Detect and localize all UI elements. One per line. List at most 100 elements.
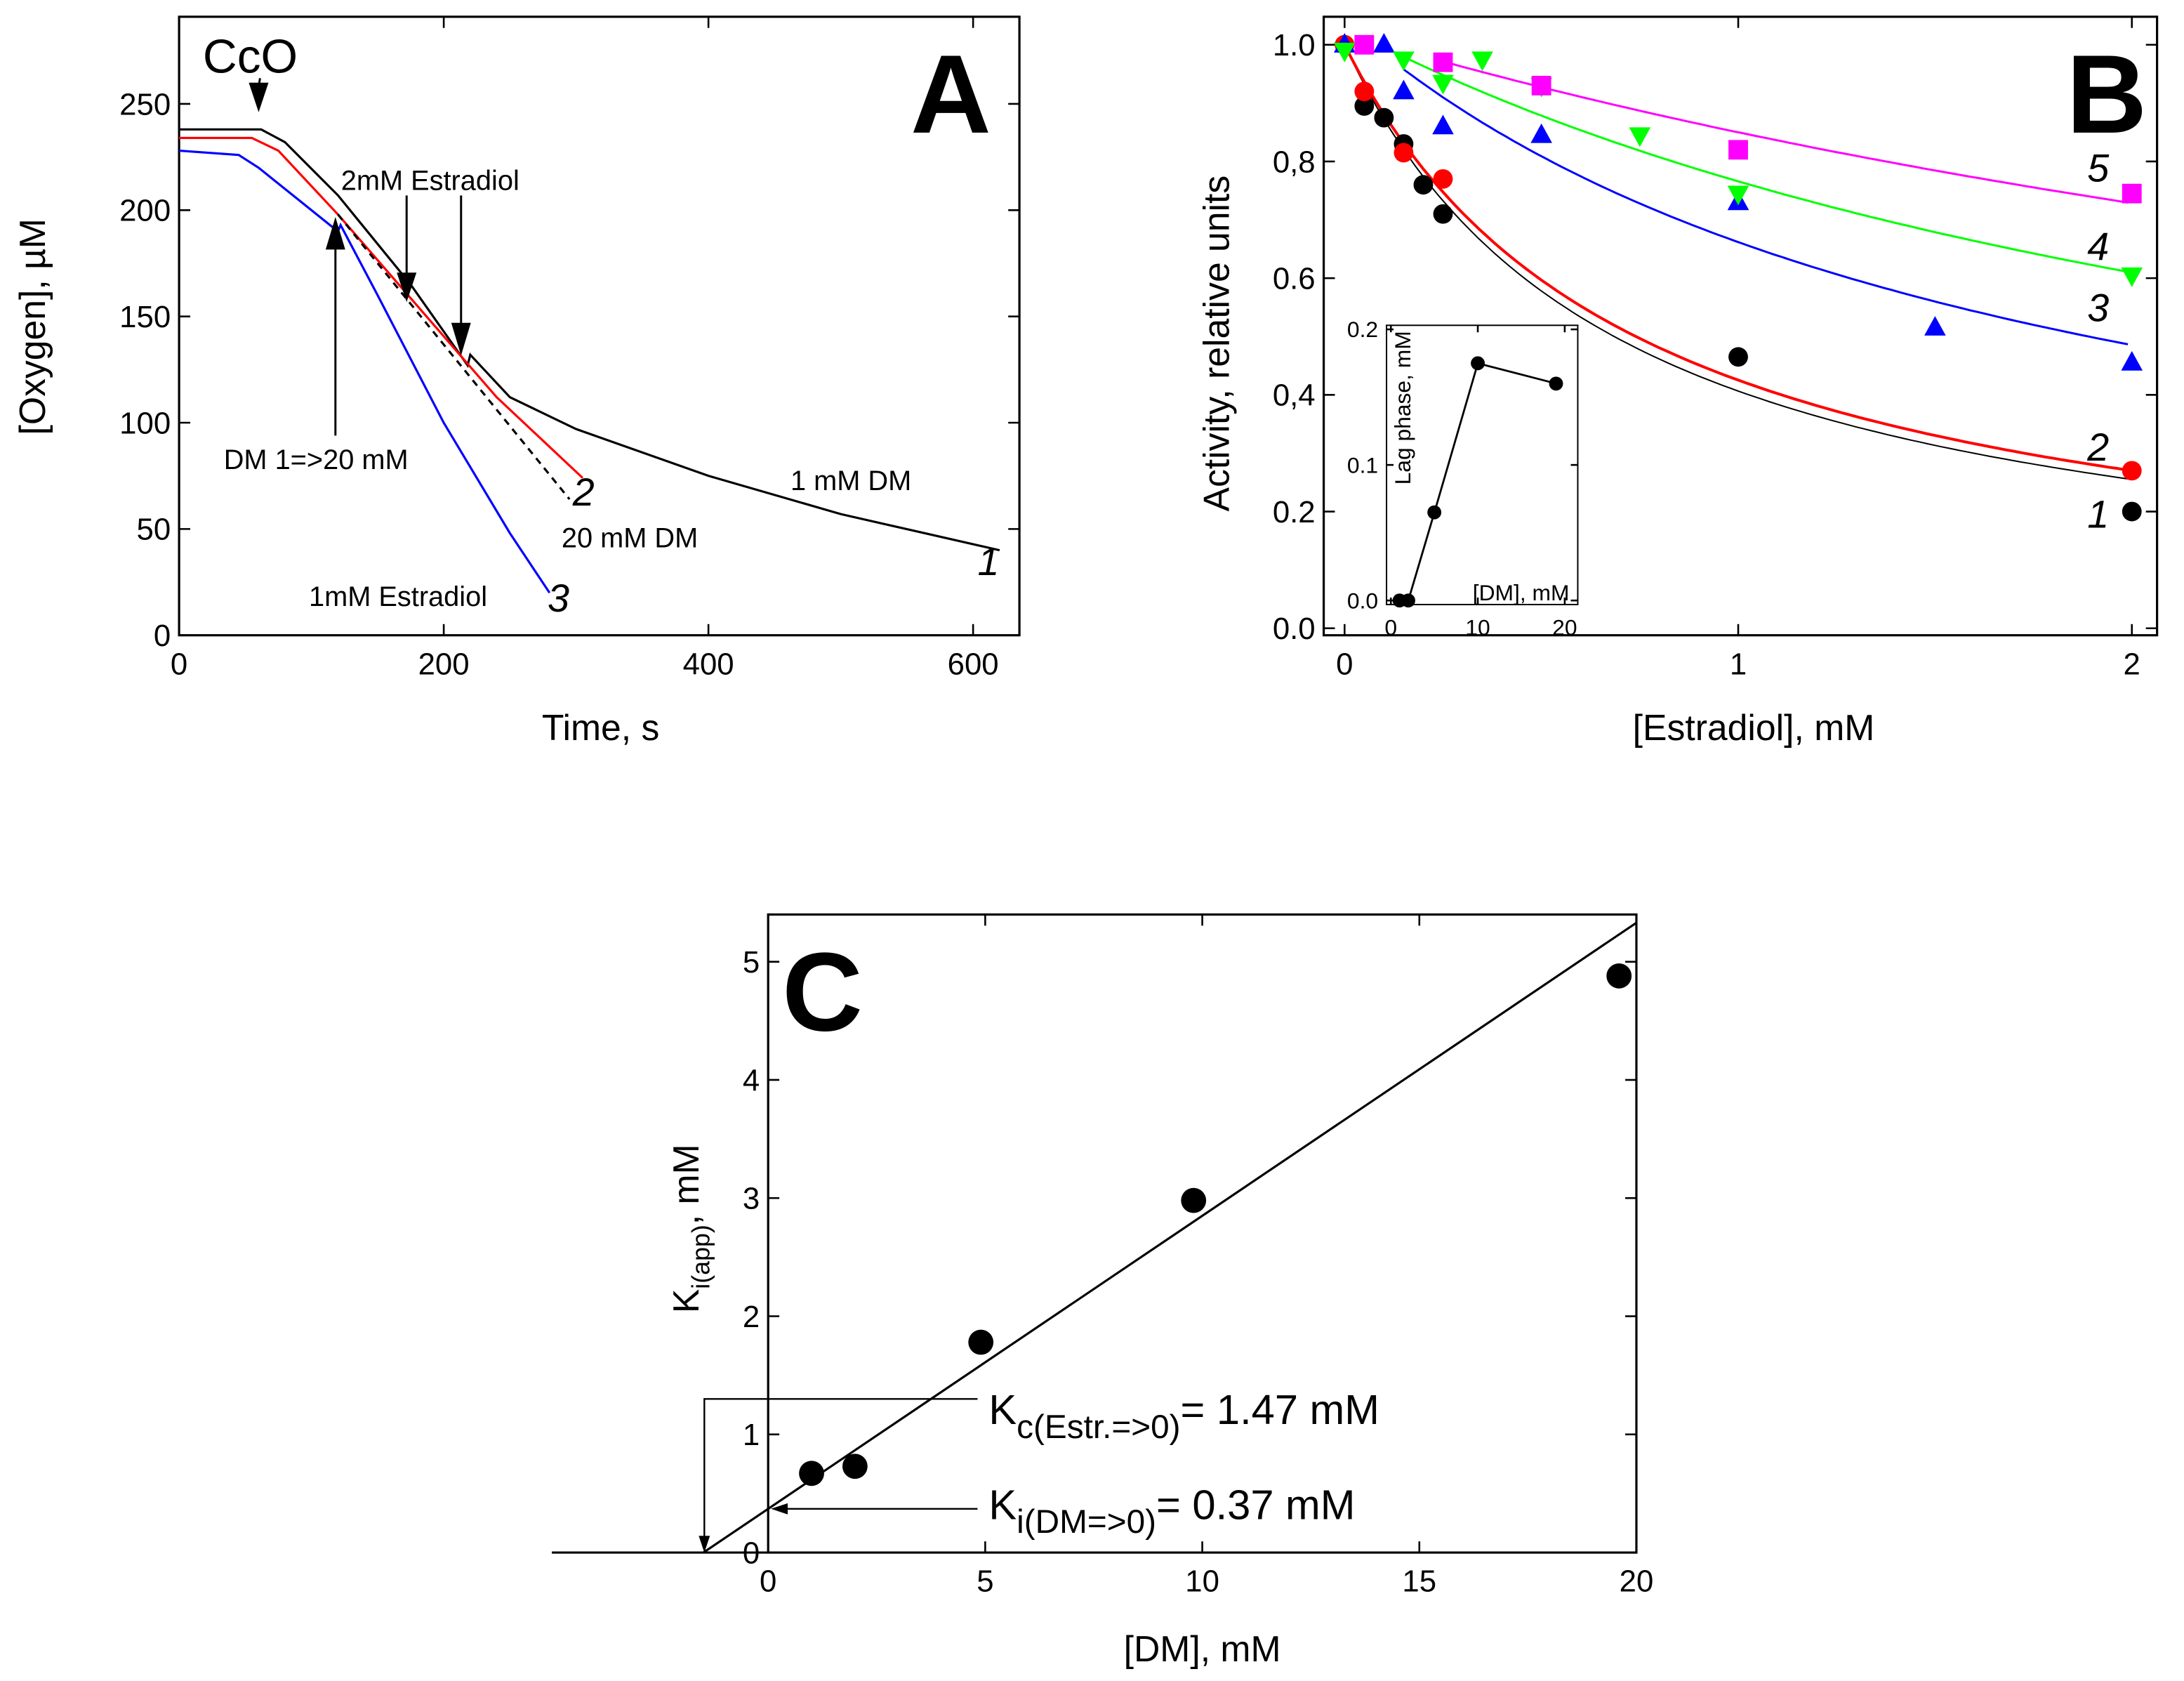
data-point <box>1432 114 1454 135</box>
data-point <box>1373 33 1395 53</box>
inset-xlabel: [DM], mM <box>1473 580 1570 605</box>
data-point <box>2122 183 2142 204</box>
x-tick-label: 0 <box>171 647 187 681</box>
data-point <box>1728 347 1748 367</box>
fit-curve-1 <box>1344 44 2132 480</box>
data-point <box>1394 143 1414 163</box>
inset-chart: 0 10 20 0.0 0.1 0.2 [DM], mM Lag phase, mM <box>1347 317 1579 640</box>
data-point <box>1629 127 1651 147</box>
inset-ylabel: Lag phase, mM <box>1390 331 1415 484</box>
y-tick-label: 100 <box>119 406 171 440</box>
y-tick-label: 0 <box>154 619 171 653</box>
panel-a-frame <box>178 15 1021 637</box>
y-tick-label: 3 <box>743 1182 760 1216</box>
data-point <box>1401 593 1415 608</box>
data-point <box>1354 34 1375 55</box>
panel-c-xlabel: [DM], mM <box>1124 1628 1281 1669</box>
data-point <box>1530 123 1552 143</box>
y-tick-label: 0.2 <box>1273 495 1316 529</box>
data-point <box>1393 79 1415 100</box>
data-point <box>1374 107 1394 128</box>
data-point <box>1333 42 1356 62</box>
series-line-20-mM-DM-dashed- <box>337 213 571 501</box>
y-tick-label: 250 <box>119 87 171 121</box>
data-point <box>1181 1187 1207 1213</box>
fit-curve-5 <box>1442 60 2129 204</box>
series-line-1 <box>179 128 1000 552</box>
y-tick-label: 5 <box>743 945 760 980</box>
annotation-1mm-estradiol: 1mM Estradiol <box>309 581 487 612</box>
arrow-cco-icon <box>249 82 269 112</box>
x-tick-label: 15 <box>1402 1564 1436 1599</box>
curve-label-3: 3 <box>2087 286 2109 329</box>
y-tick-label: 0.0 <box>1347 588 1378 613</box>
x-tick-label: 20 <box>1620 1564 1654 1599</box>
x-tick-label: 20 <box>1552 615 1577 640</box>
fit-curve-3 <box>1403 68 2129 345</box>
y-tick-label: 0,4 <box>1273 378 1316 413</box>
x-tick-label: 0 <box>1336 647 1353 681</box>
data-point <box>799 1461 824 1486</box>
x-tick-label: 200 <box>418 647 470 681</box>
annotation-dm-switch: DM 1=>20 mM <box>224 444 409 475</box>
x-tick-label: 5 <box>977 1564 993 1599</box>
y-tick-label: 2 <box>743 1300 760 1334</box>
y-tick-label: 1 <box>743 1418 760 1452</box>
y-tick-label: 1.0 <box>1273 28 1316 62</box>
panel-b-label: B <box>2066 32 2147 157</box>
panel-b: 0 1 20.00.20,40.60,81.0 B [Estradiol], mM … <box>1196 15 2159 748</box>
series-line-3 <box>178 149 551 594</box>
data-point <box>1549 376 1563 391</box>
data-point <box>1924 316 1946 336</box>
panel-a: 0 200 400 600 0 50 100 150 200 250 A Time, s [Oxy… <box>12 15 1021 748</box>
data-point <box>1354 81 1375 102</box>
curve-label-3: 3 <box>548 576 569 620</box>
y-tick-label: 0.6 <box>1273 261 1316 296</box>
data-point <box>1433 204 1453 224</box>
x-tick-label: 0 <box>760 1564 776 1599</box>
panel-a-ylabel: [Oxygen], µM <box>12 218 53 435</box>
data-point <box>1393 51 1415 72</box>
data-point <box>2121 350 2143 371</box>
data-point <box>1531 75 1551 95</box>
ki-arrow-icon <box>771 1503 788 1515</box>
y-tick-label: 0 <box>743 1536 760 1570</box>
arrows <box>249 78 471 436</box>
x-tick-label: 10 <box>1465 615 1490 640</box>
y-tick-label: 0.0 <box>1273 612 1316 646</box>
data-point <box>1471 51 1493 72</box>
data-point <box>1433 169 1453 189</box>
arrow-estradiol-b-icon <box>451 322 471 356</box>
data-point <box>2121 267 2143 287</box>
y-tick-label: 200 <box>119 194 171 228</box>
panel-b-xlabel: [Estradiol], mM <box>1633 707 1875 748</box>
annotation-cco: CcO <box>203 30 298 83</box>
data-point <box>1354 96 1375 116</box>
data-point <box>1727 185 1749 206</box>
y-tick-label: 50 <box>137 513 171 547</box>
curve-label-4: 4 <box>2087 225 2109 268</box>
x-tick-label: 0 <box>1384 615 1397 640</box>
data-point <box>2122 461 2142 481</box>
fit-line <box>703 921 1637 1554</box>
y-tick-label: 0.2 <box>1347 317 1378 342</box>
curve-label-5: 5 <box>2087 146 2110 190</box>
data-point <box>1433 52 1453 72</box>
panel-a-label: A <box>911 32 991 157</box>
kc-arrow-icon <box>699 1536 710 1553</box>
data-point <box>1413 175 1434 195</box>
curve-label-1: 1 <box>977 540 999 584</box>
arrow-estradiol-a-icon <box>397 272 417 303</box>
data-point <box>2122 501 2142 522</box>
fit-curve-2 <box>1343 44 2133 473</box>
y-tick-label: 150 <box>119 300 171 334</box>
y-tick-label: 0.1 <box>1347 452 1378 477</box>
x-tick-label: 1 <box>1730 647 1747 681</box>
kc-leader-line <box>703 1398 978 1542</box>
y-tick-label: 0,8 <box>1273 145 1316 179</box>
inset-frame <box>1386 324 1579 605</box>
panel-b-ylabel: Activity, relative units <box>1196 176 1236 512</box>
data-point <box>1471 356 1485 371</box>
annotation-ki: Ki(DM=>0)= 0.37 mM <box>988 1481 1355 1541</box>
